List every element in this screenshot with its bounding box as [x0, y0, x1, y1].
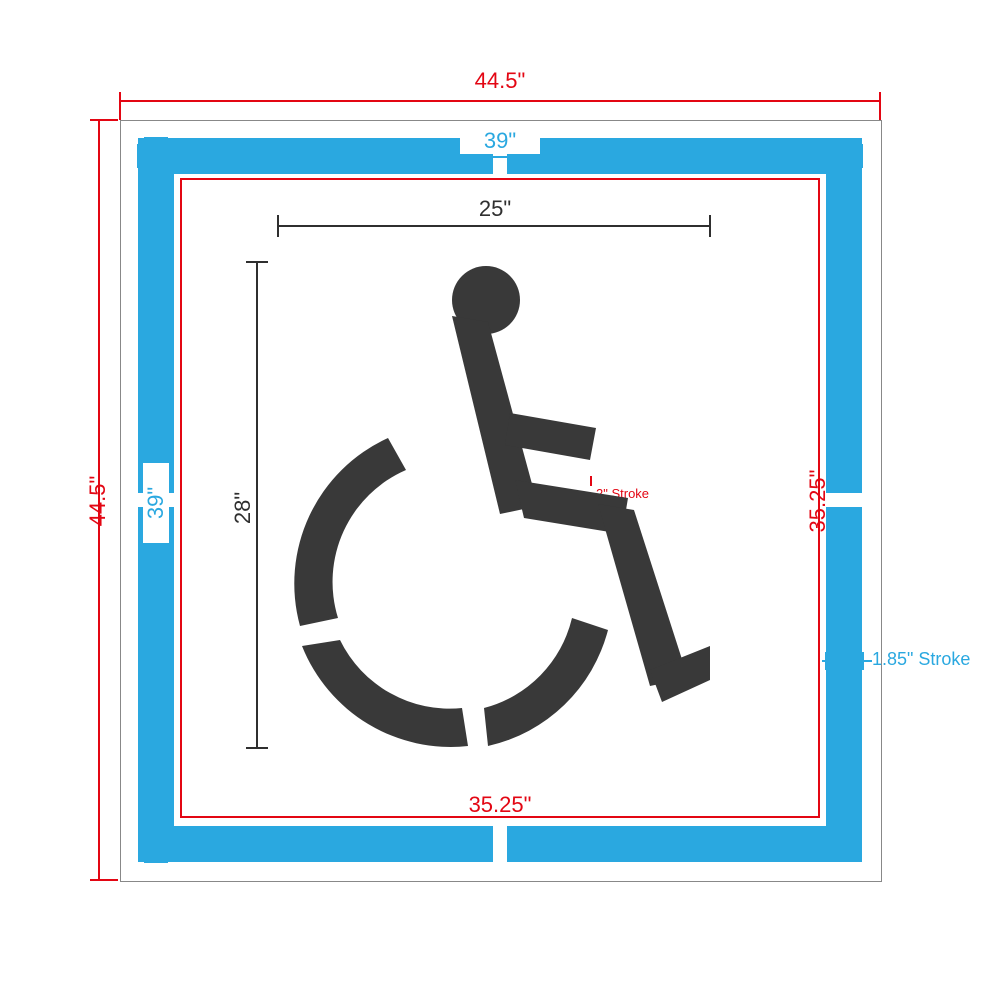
dim-symbol-width-label: 25": [460, 196, 530, 222]
blue-border-right-bottom: [826, 507, 862, 862]
dim-inner-height-label: 35.25": [805, 451, 831, 551]
dim-blue-stroke-label: 1.85" Stroke: [872, 649, 992, 670]
wheelchair-icon: [278, 258, 710, 750]
blue-border-bottom-right: [507, 826, 862, 862]
dim-symbol-height-label: 28": [230, 473, 256, 543]
dim-blue-height-label: 39": [143, 463, 169, 543]
diagram-canvas: 44.5" 44.5" 39" 39" 35.25" 35.25" 1.85" …: [0, 0, 1000, 1000]
dim-inner-width-label: 35.25": [450, 792, 550, 818]
dim-blue-width-label: 39": [460, 128, 540, 154]
blue-border-bottom-left: [138, 826, 493, 862]
dim-outer-width-label: 44.5": [440, 68, 560, 94]
blue-border-right-top: [826, 138, 862, 493]
dim-outer-height-label: 44.5": [85, 441, 111, 561]
